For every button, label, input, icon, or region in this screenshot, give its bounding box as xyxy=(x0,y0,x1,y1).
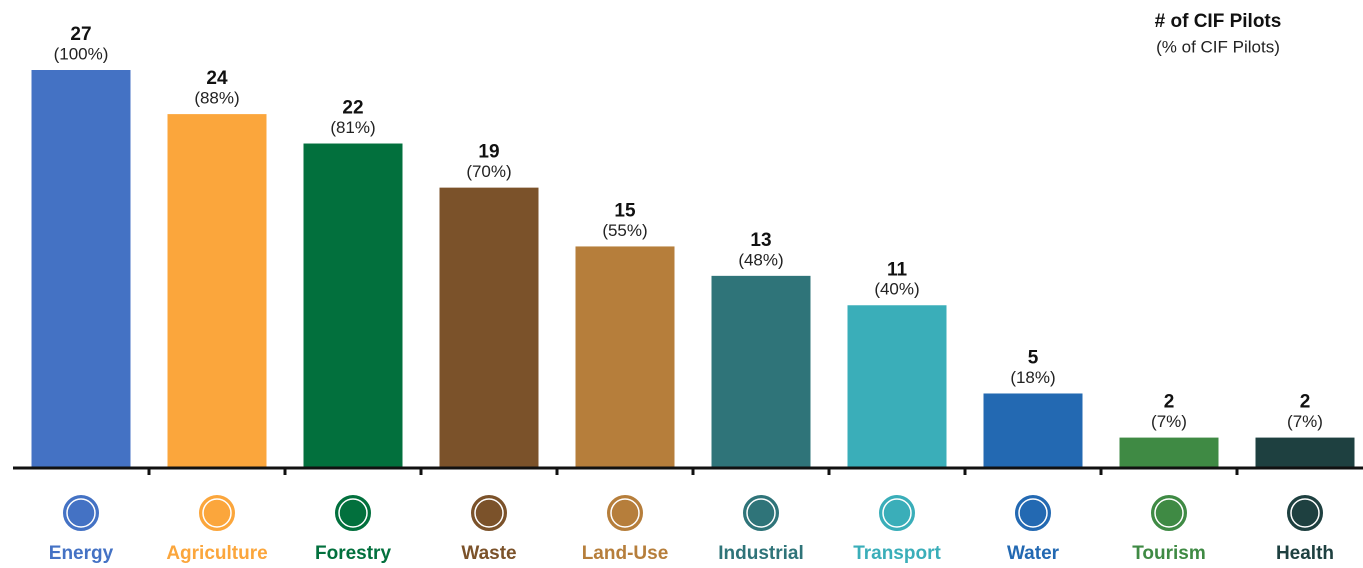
category-icon-ring xyxy=(66,498,96,528)
category-icon xyxy=(471,495,507,531)
value-label: 13 xyxy=(750,230,771,251)
percent-label: (48%) xyxy=(738,250,783,269)
value-label: 2 xyxy=(1300,392,1311,413)
bar xyxy=(1255,437,1355,467)
category-icon xyxy=(879,495,915,531)
category-icon xyxy=(1015,495,1051,531)
category-icon-ring xyxy=(338,498,368,528)
x-tick-label: Land-Use xyxy=(582,543,669,564)
category-icon-ring xyxy=(202,498,232,528)
category-icon xyxy=(743,495,779,531)
category-icon xyxy=(1287,495,1323,531)
value-label: 27 xyxy=(70,24,91,45)
category-icon-ring xyxy=(746,498,776,528)
legend-subtitle: (% of CIF Pilots) xyxy=(1156,37,1280,56)
x-tick-label: Tourism xyxy=(1132,543,1206,564)
category-icon-ring xyxy=(610,498,640,528)
percent-label: (7%) xyxy=(1151,412,1187,431)
percent-label: (18%) xyxy=(1010,368,1055,387)
category-icon xyxy=(63,495,99,531)
bar xyxy=(1119,437,1219,467)
bar xyxy=(847,305,947,467)
bar xyxy=(711,275,811,467)
x-tick-label: Water xyxy=(1007,543,1060,564)
x-tick-label: Forestry xyxy=(315,543,391,564)
category-icon-ring xyxy=(1290,498,1320,528)
value-label: 22 xyxy=(342,98,363,119)
value-label: 11 xyxy=(887,259,908,280)
category-icon-ring xyxy=(1018,498,1048,528)
percent-label: (40%) xyxy=(874,280,919,299)
value-label: 24 xyxy=(206,68,228,89)
percent-label: (88%) xyxy=(194,89,239,108)
value-label: 2 xyxy=(1164,392,1175,413)
category-icon xyxy=(199,495,235,531)
x-tick-label: Waste xyxy=(461,543,516,564)
bar xyxy=(983,393,1083,467)
x-tick-label: Agriculture xyxy=(166,543,267,564)
bar xyxy=(439,187,539,467)
category-icon xyxy=(335,495,371,531)
category-icon-ring xyxy=(882,498,912,528)
percent-label: (70%) xyxy=(466,162,511,181)
bar xyxy=(167,114,267,467)
x-tick-label: Health xyxy=(1276,543,1334,564)
bar xyxy=(31,70,131,467)
category-icon xyxy=(1151,495,1187,531)
x-tick-label: Industrial xyxy=(718,543,804,564)
bar xyxy=(303,143,403,467)
value-label: 15 xyxy=(614,200,636,221)
percent-label: (7%) xyxy=(1287,412,1323,431)
x-tick-label: Transport xyxy=(853,543,941,564)
value-label: 19 xyxy=(478,142,499,163)
category-icon-ring xyxy=(1154,498,1184,528)
percent-label: (100%) xyxy=(54,44,109,63)
percent-label: (81%) xyxy=(330,118,375,137)
x-tick-label: Energy xyxy=(49,543,114,564)
percent-label: (55%) xyxy=(602,221,647,240)
category-icon xyxy=(607,495,643,531)
category-icon-ring xyxy=(474,498,504,528)
value-label: 5 xyxy=(1028,347,1039,368)
legend-title: # of CIF Pilots xyxy=(1155,11,1282,32)
bar xyxy=(575,246,675,467)
